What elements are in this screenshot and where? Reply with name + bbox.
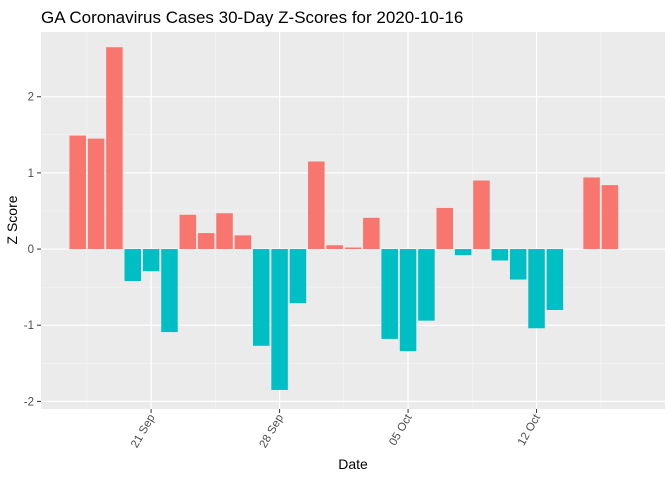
y-tick-label: 0 xyxy=(28,244,34,256)
x-tick-label: 21 Sep xyxy=(129,413,158,451)
chart-title: GA Coronavirus Cases 30-Day Z-Scores for… xyxy=(41,8,463,27)
y-axis: -2 -1 0 1 2 xyxy=(24,92,41,408)
bar-negative xyxy=(509,249,527,280)
bar-negative xyxy=(381,249,398,339)
bar-positive xyxy=(601,185,619,250)
bar-positive xyxy=(363,217,380,250)
minor-gridlines xyxy=(41,32,665,409)
bar-negative xyxy=(289,249,307,304)
bar-negative xyxy=(491,249,509,261)
bar-positive xyxy=(106,47,123,250)
y-tick-label: -1 xyxy=(24,320,34,332)
bar-positive xyxy=(326,245,343,250)
bar-negative xyxy=(252,249,270,346)
bar-positive xyxy=(436,207,454,250)
bar-positive xyxy=(308,161,325,250)
x-tick-label: 12 Oct xyxy=(516,412,544,448)
bar-positive xyxy=(179,214,197,250)
bars xyxy=(69,47,619,390)
bar-positive xyxy=(197,233,215,250)
x-axis: 21 Sep 28 Sep 05 Oct 12 Oct xyxy=(129,409,544,451)
bar-positive xyxy=(234,235,252,250)
x-tick-label: 28 Sep xyxy=(258,413,287,451)
y-axis-title: Z Score xyxy=(4,195,20,244)
bar-negative xyxy=(399,249,417,352)
bar-positive xyxy=(344,247,362,250)
bar-negative xyxy=(454,249,472,256)
bar-negative xyxy=(161,249,178,333)
y-tick-label: 1 xyxy=(28,168,34,180)
bar-negative xyxy=(124,249,142,282)
bar-negative xyxy=(271,249,288,390)
bar-negative xyxy=(546,249,564,310)
y-tick-label: 2 xyxy=(28,92,34,104)
bar-positive xyxy=(87,138,105,250)
bar-negative xyxy=(142,249,160,272)
x-tick-label: 05 Oct xyxy=(387,412,415,448)
bar-negative xyxy=(418,249,435,321)
bar-negative xyxy=(528,249,545,329)
bar-positive xyxy=(216,213,233,250)
bar-positive xyxy=(69,135,86,250)
bar-positive xyxy=(473,180,490,250)
plot-panel xyxy=(41,32,665,409)
bar-positive xyxy=(583,177,600,250)
y-tick-label: -2 xyxy=(24,396,34,408)
x-axis-title: Date xyxy=(338,456,368,472)
